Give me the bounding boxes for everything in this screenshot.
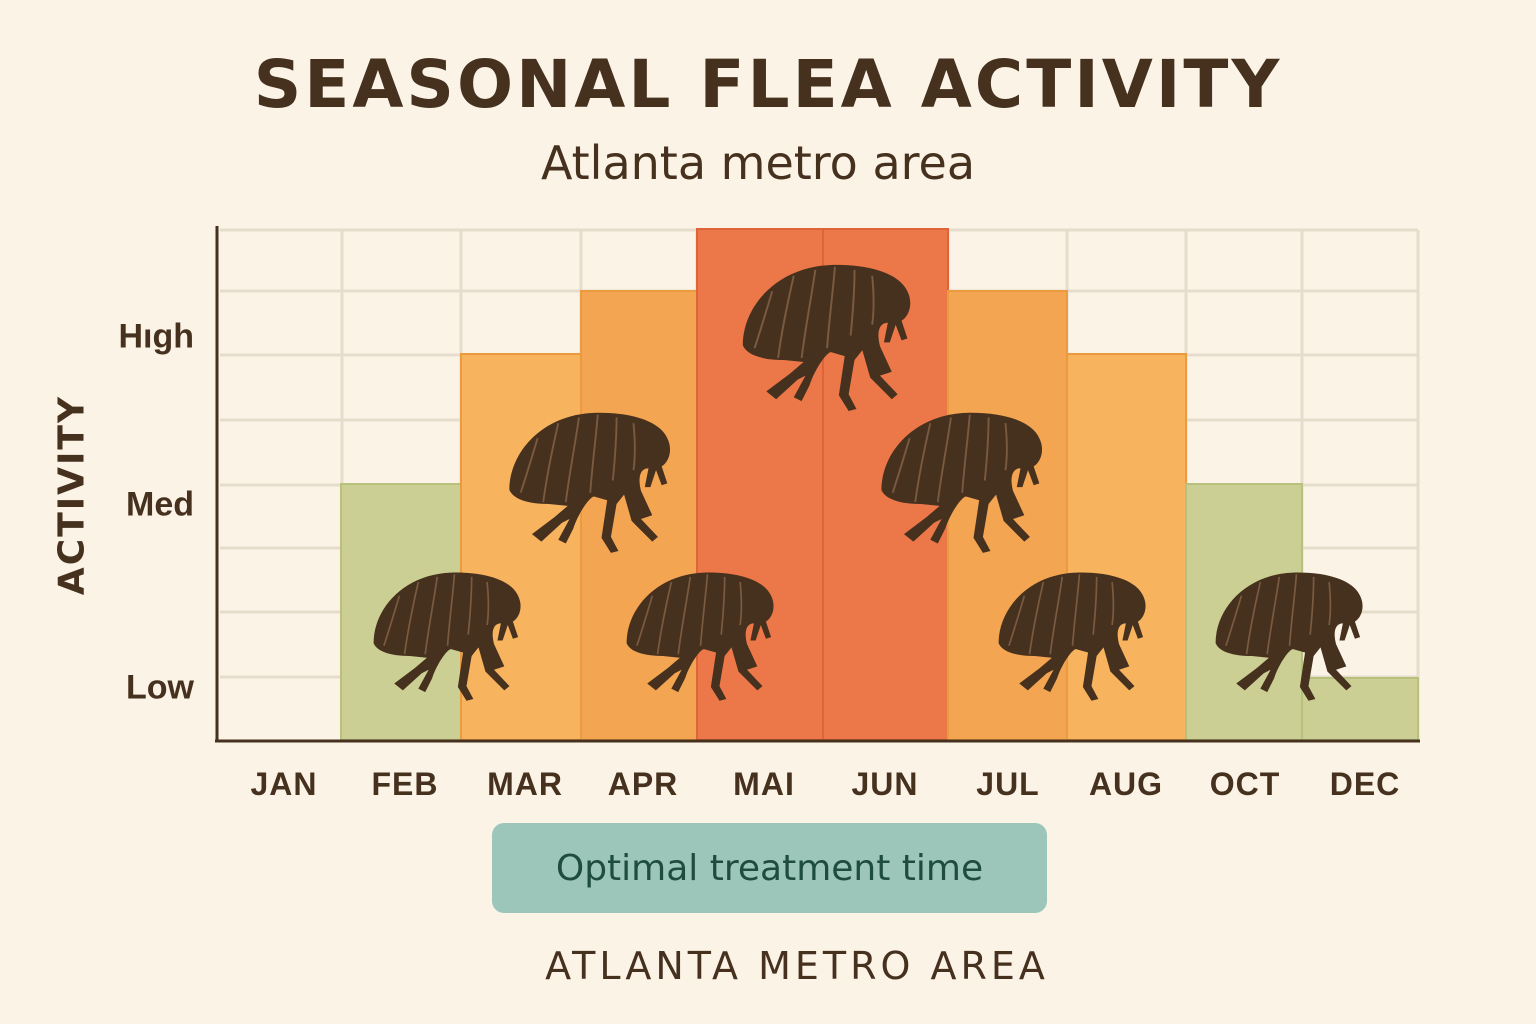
x-tick-jun: JUN	[851, 766, 919, 802]
bar-dec	[1301, 677, 1419, 741]
x-tick-apr: APR	[607, 766, 679, 802]
chart-title: SEASONAL FLEA ACTIVITY	[253, 46, 1283, 123]
y-tick-low: Low	[126, 668, 194, 707]
x-tick-feb: FEB	[371, 766, 439, 802]
x-tick-mar: MAR	[487, 766, 563, 802]
x-tick-jul: JUL	[976, 766, 1040, 802]
optimal-treatment-callout: Optimal treatment time	[492, 823, 1047, 913]
bar-mar	[460, 353, 582, 741]
y-tick-med: Med	[126, 485, 194, 524]
x-tick-aug: AUG	[1088, 766, 1164, 802]
x-tick-mai: MAI	[733, 766, 795, 802]
x-tick-jan: JAN	[250, 766, 318, 802]
y-tick-high: Hıgh	[118, 317, 194, 356]
optimal-treatment-label: Optimal treatment time	[555, 847, 984, 889]
x-tick-dec: DEC	[1329, 766, 1401, 802]
footer-caption: ATLANTA METRO AREA	[545, 944, 1049, 988]
chart-subtitle: Atlanta metro area	[540, 136, 976, 190]
x-tick-oct: OCT	[1209, 766, 1281, 802]
